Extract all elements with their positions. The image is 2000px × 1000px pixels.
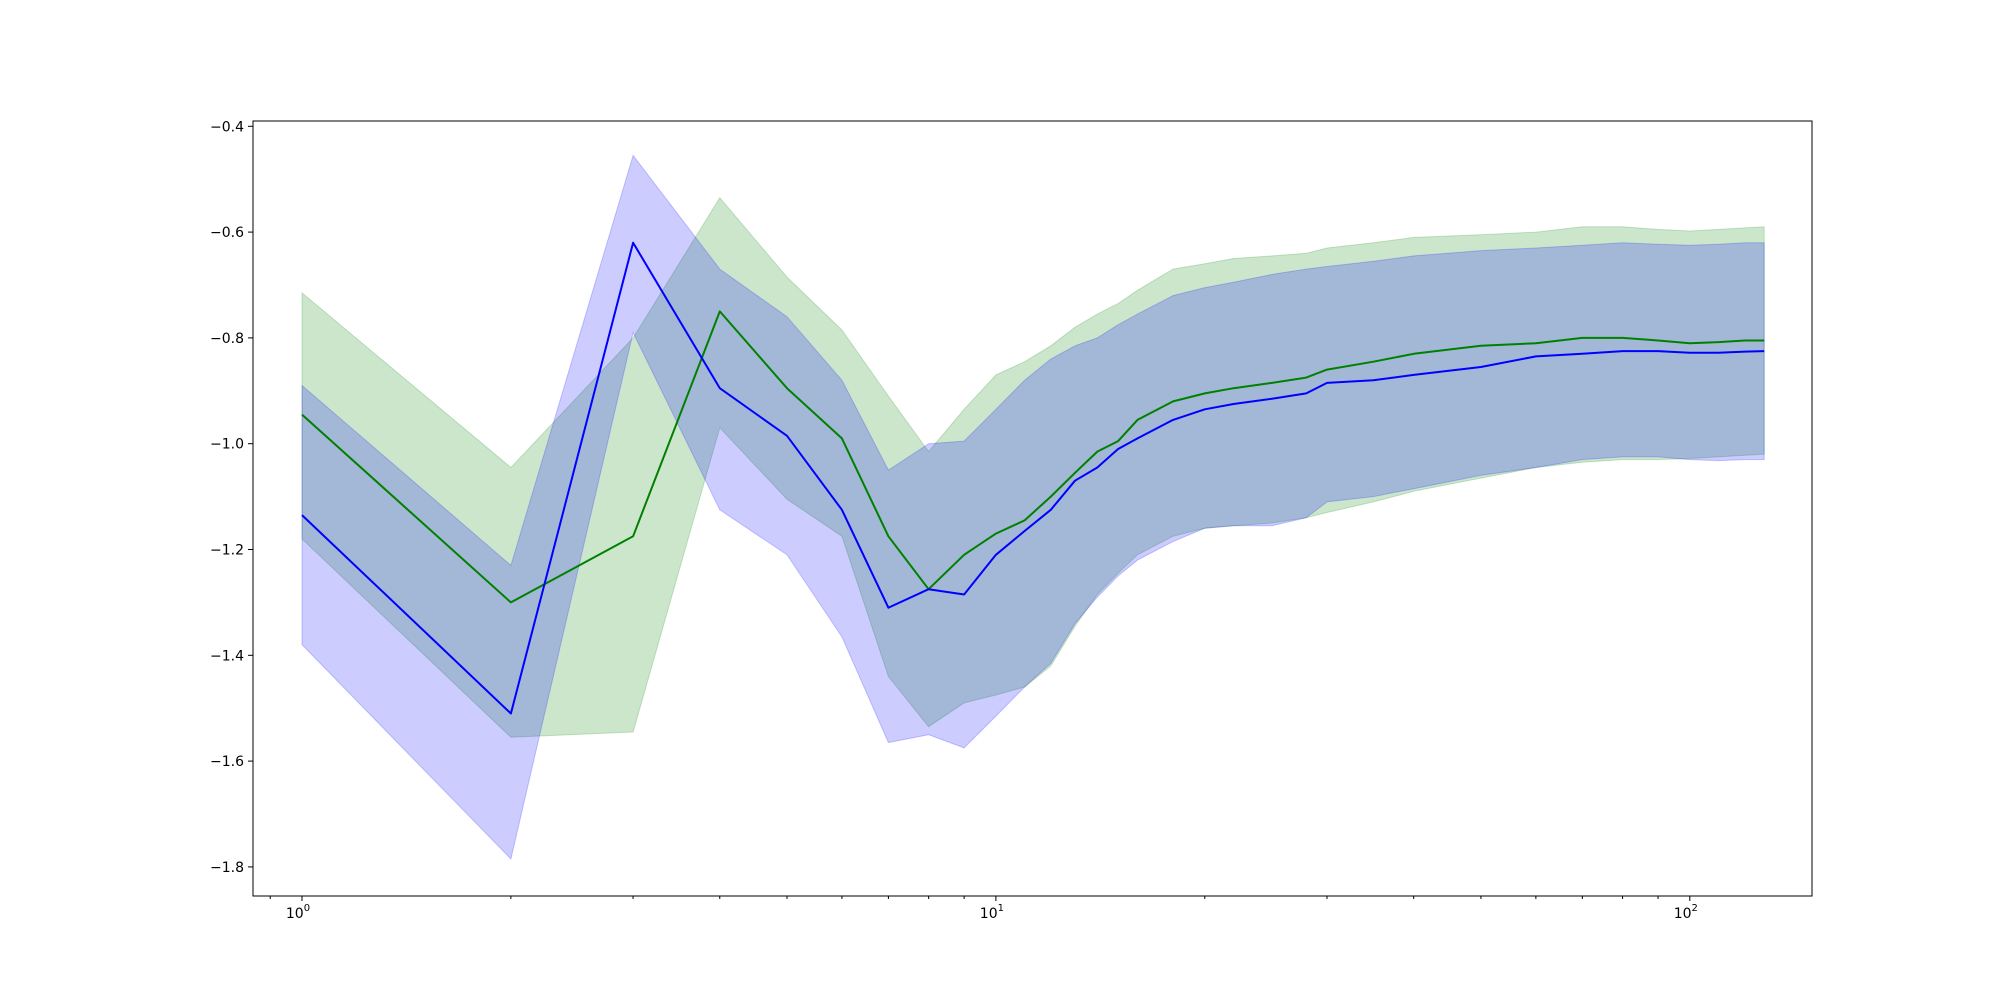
y-tick-label: −1.0 [210, 437, 244, 453]
line-series-2 [301, 241, 1765, 715]
y-tick-label: −0.4 [210, 119, 244, 135]
y-tick-label: −0.6 [210, 225, 244, 241]
confidence-bands [301, 154, 1765, 861]
x-tick-label: 101 [980, 903, 1004, 922]
y-tick-label: −1.4 [210, 648, 244, 664]
series-lines [301, 241, 1765, 715]
y-tick-label: −0.8 [210, 331, 244, 347]
y-tick-label: −1.6 [210, 754, 244, 770]
band-series-2 [301, 154, 1765, 861]
x-axis: 100 101 102 [269, 896, 1698, 922]
y-axis: −0.4 −0.6 −0.8 −1.0 −1.2 −1.4 −1.6 −1.8 [210, 119, 253, 876]
y-tick-label: −1.2 [210, 542, 244, 558]
line-series-1 [301, 310, 1765, 604]
x-tick-label: 100 [286, 903, 310, 922]
plot-area-frame [252, 120, 1813, 897]
x-tick-label: 102 [1674, 903, 1698, 922]
y-tick-label: −1.8 [210, 860, 244, 876]
band-series-1 [301, 196, 1765, 738]
